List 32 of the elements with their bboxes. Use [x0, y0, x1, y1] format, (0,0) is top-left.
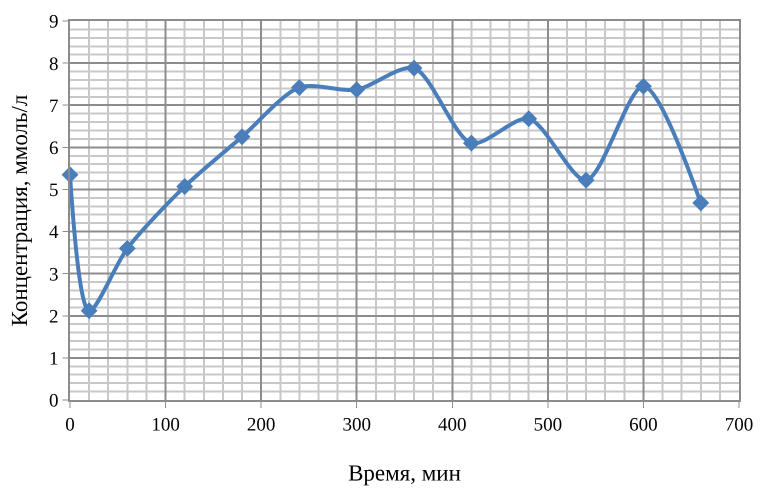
x-axis-title: Время, мин [348, 460, 461, 486]
x-tick-label: 500 [534, 414, 562, 436]
point [176, 178, 194, 195]
y-tick-label: 1 [48, 348, 58, 370]
x-tick-label: 200 [246, 414, 276, 436]
point [234, 128, 250, 146]
y-tick-label: 2 [48, 306, 58, 328]
point [80, 302, 98, 320]
point [348, 81, 366, 98]
y-tick-label: 3 [48, 264, 58, 286]
y-tick-label: 8 [48, 54, 58, 75]
x-tick-label: 400 [438, 414, 467, 436]
y-tick-label: 9 [48, 12, 58, 33]
x-tick-label: 0 [65, 414, 75, 436]
x-tick-label: 700 [724, 414, 754, 436]
point [692, 194, 710, 212]
x-tick-label: 600 [629, 414, 658, 436]
point [290, 79, 308, 96]
y-tick-label: 0 [48, 390, 58, 412]
x-tick-label: 300 [342, 414, 371, 436]
point [406, 60, 423, 77]
point [118, 240, 136, 257]
y-axis-title: Концентрация, ммоль/л [6, 94, 32, 326]
point [634, 78, 652, 95]
x-tick-label: 100 [151, 414, 180, 436]
point [520, 110, 538, 128]
point [578, 172, 595, 189]
y-tick-label: 4 [48, 222, 59, 244]
y-tick-label: 7 [48, 96, 58, 117]
y-tick-label: 6 [48, 138, 58, 159]
y-tick-label: 5 [48, 180, 58, 202]
point [462, 134, 480, 152]
